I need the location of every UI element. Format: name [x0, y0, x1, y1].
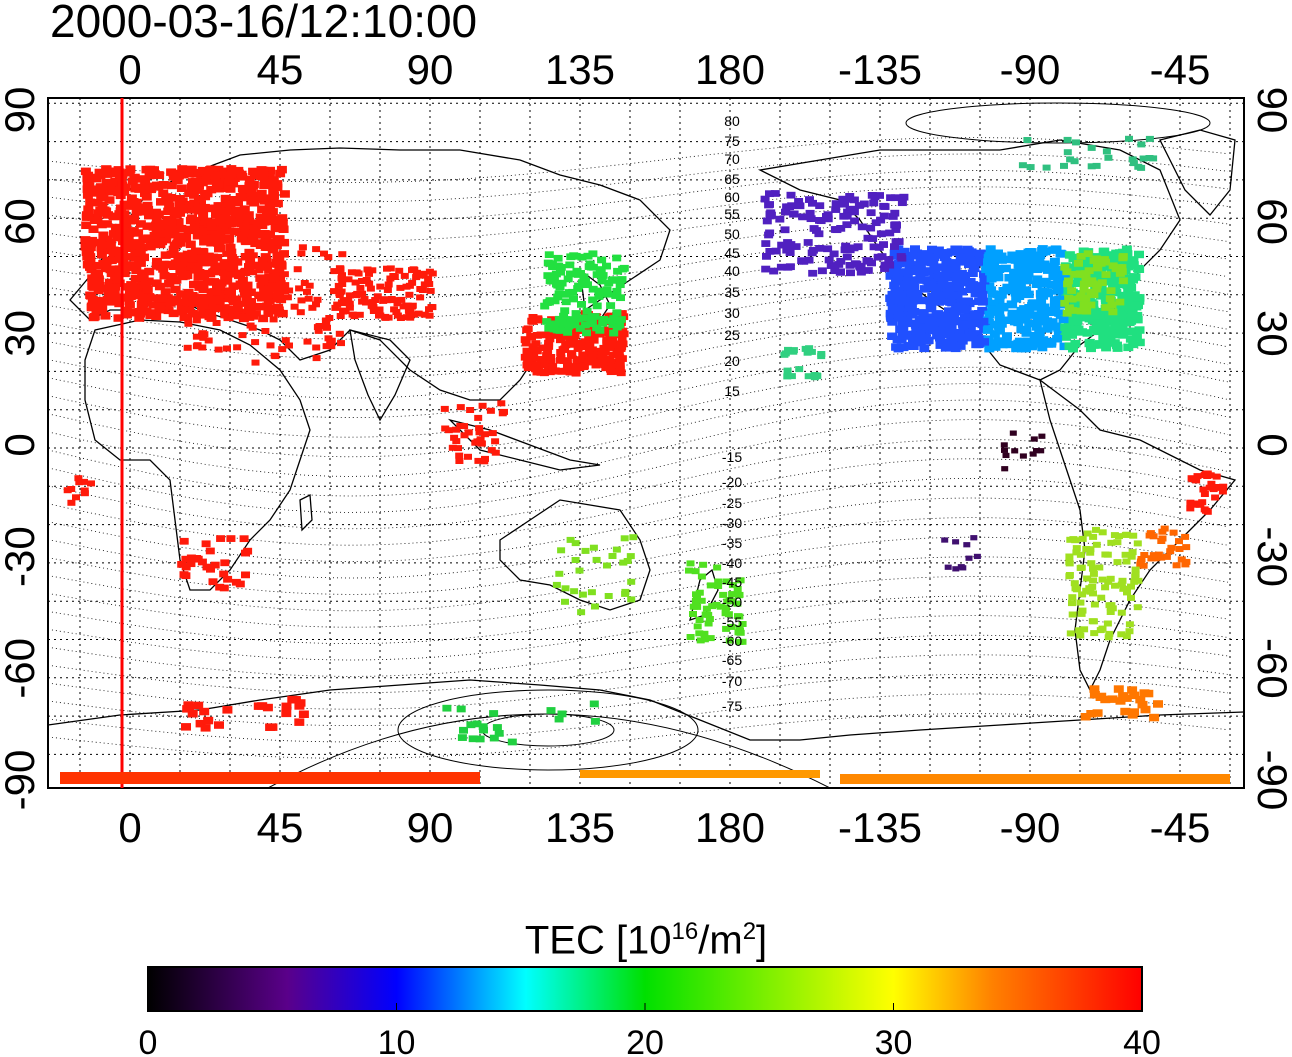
top-tick-label: -90 [1000, 46, 1061, 93]
colorbar-ticks: 0 10 20 30 40 [139, 1003, 1161, 1057]
right-tick-label: 0 [1249, 433, 1292, 456]
colorbar-tick-label: 10 [378, 1024, 416, 1057]
contour-label: 70 [724, 151, 740, 167]
top-tick-label: 0 [118, 46, 141, 93]
bottom-tick-label: -135 [838, 804, 922, 851]
contour-label: -70 [722, 673, 742, 689]
contour-label: 30 [724, 305, 740, 321]
top-longitude-ticks: 0 45 90 135 180 -135 -90 -45 [118, 46, 1210, 93]
top-tick-label: 90 [407, 46, 454, 93]
left-tick-label: 30 [0, 310, 43, 357]
contour-label: 80 [724, 113, 740, 129]
south-polar-band [60, 770, 1230, 784]
contour-label: 35 [724, 284, 740, 300]
top-tick-label: -135 [838, 46, 922, 93]
bottom-tick-label: 45 [257, 804, 304, 851]
right-tick-label: -60 [1249, 638, 1292, 699]
right-tick-label: -90 [1249, 750, 1292, 811]
contour-label: -15 [722, 449, 742, 465]
contour-label: -60 [722, 633, 742, 649]
right-tick-label: 90 [1249, 87, 1292, 134]
contour-label: 15 [724, 383, 740, 399]
contour-label: 75 [724, 133, 740, 149]
bottom-tick-label: 90 [407, 804, 454, 851]
left-tick-label: 0 [0, 433, 43, 456]
contour-label: -45 [722, 574, 742, 590]
contour-label: 55 [724, 206, 740, 222]
right-tick-label: 60 [1249, 198, 1292, 245]
colorbar-tick-label: 0 [139, 1024, 158, 1057]
top-tick-label: 135 [545, 46, 615, 93]
right-tick-label: 30 [1249, 310, 1292, 357]
contour-label: -25 [722, 495, 742, 511]
right-tick-label: -30 [1249, 526, 1292, 587]
colorbar-tick-label: 20 [626, 1024, 664, 1057]
right-latitude-ticks: 90 60 30 0 -30 -60 -90 [1249, 87, 1292, 811]
top-tick-label: -45 [1150, 46, 1211, 93]
left-tick-label: 90 [0, 87, 43, 134]
contour-label: -75 [722, 698, 742, 714]
contour-label: -55 [722, 614, 742, 630]
colorbar-title: TEC [1016/m2] [524, 918, 768, 963]
contour-label: 50 [724, 226, 740, 242]
left-tick-label: -30 [0, 526, 43, 587]
left-tick-label: -60 [0, 638, 43, 699]
timestamp-title: 2000-03-16/12:10:00 [50, 0, 478, 47]
colorbar-tick-label: 30 [875, 1024, 913, 1057]
contour-label: -30 [722, 515, 742, 531]
contour-label: 45 [724, 245, 740, 261]
bottom-tick-label: 135 [545, 804, 615, 851]
tec-data-cells [63, 135, 1228, 746]
bottom-tick-label: 0 [118, 804, 141, 851]
contour-label: 25 [724, 327, 740, 343]
contour-label: -35 [722, 535, 742, 551]
top-tick-label: 180 [695, 46, 765, 93]
bottom-tick-label: -90 [1000, 804, 1061, 851]
magnetic-latitude-contours [48, 102, 1229, 788]
bottom-tick-label: 180 [695, 804, 765, 851]
contour-label: -20 [722, 474, 742, 490]
contour-label: -65 [722, 652, 742, 668]
contour-label: -50 [722, 594, 742, 610]
contour-label: 40 [724, 263, 740, 279]
bottom-tick-label: -45 [1150, 804, 1211, 851]
left-latitude-ticks: 90 60 30 0 -30 -60 -90 [0, 87, 43, 811]
left-tick-label: 60 [0, 198, 43, 245]
contour-label: 20 [724, 353, 740, 369]
contour-label: -40 [722, 555, 742, 571]
contour-label: 60 [724, 189, 740, 205]
top-tick-label: 45 [257, 46, 304, 93]
contour-label: 65 [724, 171, 740, 187]
left-tick-label: -90 [0, 750, 43, 811]
bottom-longitude-ticks: 0 45 90 135 180 -135 -90 -45 [118, 804, 1210, 851]
colorbar-tick-label: 40 [1123, 1024, 1161, 1057]
